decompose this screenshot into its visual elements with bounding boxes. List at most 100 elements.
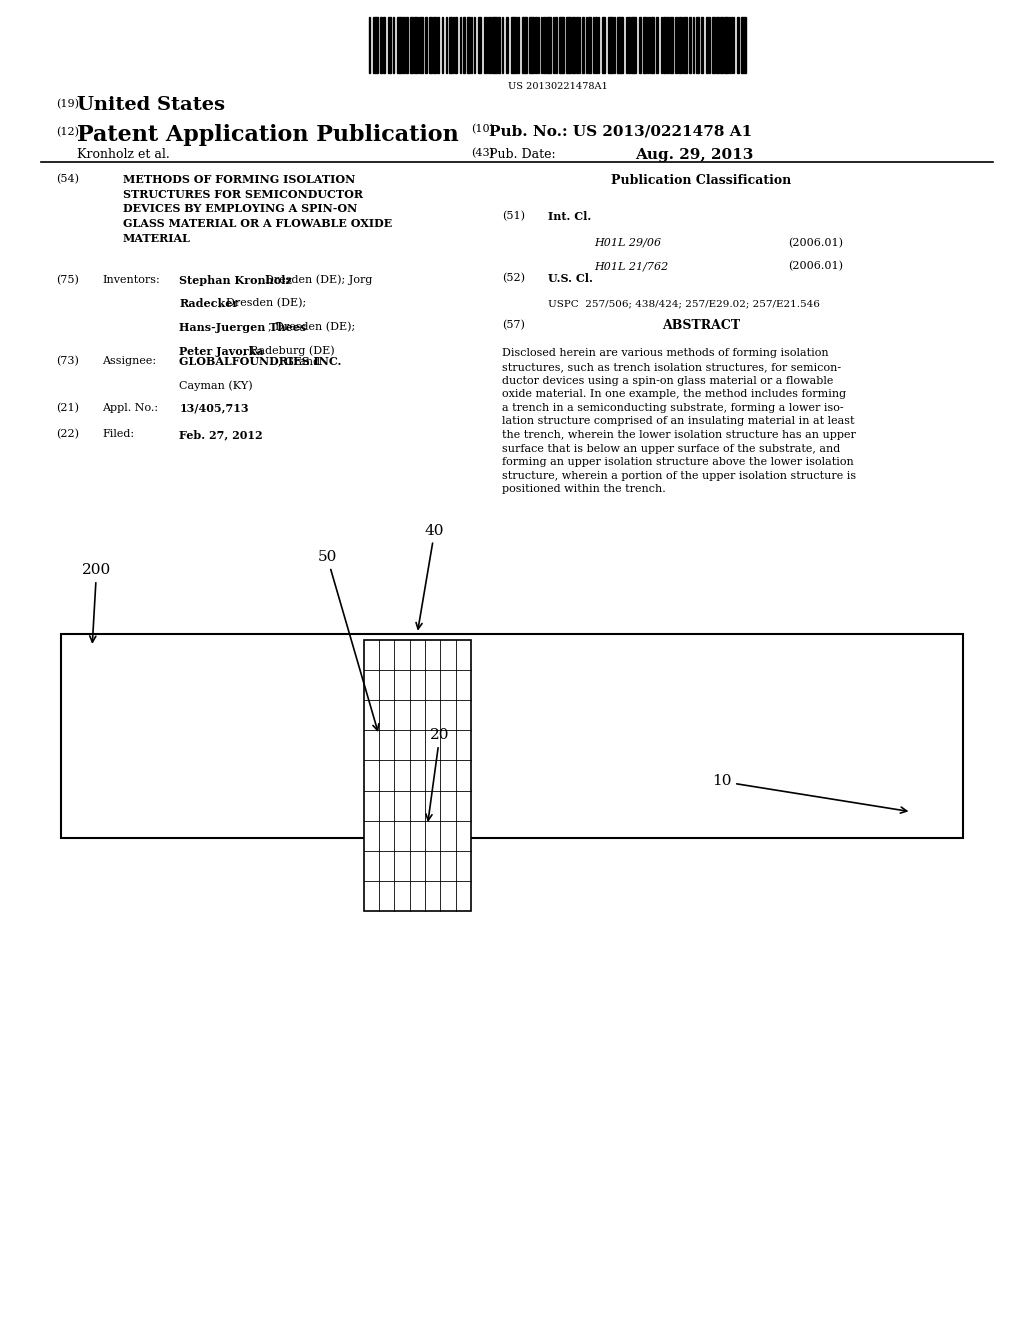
Bar bbox=[639, 17, 640, 73]
Bar bbox=[712, 17, 715, 73]
Bar bbox=[406, 17, 408, 73]
Text: (19): (19) bbox=[56, 99, 79, 110]
Bar bbox=[617, 17, 623, 73]
Bar bbox=[418, 17, 420, 73]
Bar bbox=[598, 17, 599, 73]
Bar bbox=[467, 17, 470, 73]
Bar bbox=[369, 17, 371, 73]
Bar bbox=[575, 17, 578, 73]
Bar bbox=[502, 17, 504, 73]
Bar bbox=[595, 17, 597, 73]
Bar bbox=[689, 17, 690, 73]
Text: U.S. Cl.: U.S. Cl. bbox=[548, 273, 593, 284]
Text: 50: 50 bbox=[317, 550, 379, 730]
Bar bbox=[364, 640, 471, 911]
Bar bbox=[471, 17, 472, 73]
Text: , Radeburg (DE): , Radeburg (DE) bbox=[243, 346, 335, 356]
Bar bbox=[558, 17, 563, 73]
Bar bbox=[626, 17, 627, 73]
Bar bbox=[679, 17, 681, 73]
Text: Inventors:: Inventors: bbox=[102, 275, 160, 285]
Bar bbox=[442, 17, 443, 73]
Text: (2006.01): (2006.01) bbox=[788, 238, 844, 248]
Bar bbox=[628, 17, 630, 73]
Bar bbox=[426, 17, 427, 73]
Bar bbox=[642, 17, 645, 73]
Text: 13/405,713: 13/405,713 bbox=[179, 403, 249, 413]
Bar bbox=[646, 17, 648, 73]
Bar bbox=[529, 17, 535, 73]
Bar bbox=[733, 17, 734, 73]
Bar bbox=[61, 634, 963, 838]
Bar bbox=[493, 17, 498, 73]
Text: Feb. 27, 2012: Feb. 27, 2012 bbox=[179, 429, 263, 440]
Bar bbox=[429, 17, 432, 73]
Text: Kronholz et al.: Kronholz et al. bbox=[77, 148, 170, 161]
Bar bbox=[728, 17, 729, 73]
Bar bbox=[553, 17, 554, 73]
Bar bbox=[660, 17, 662, 73]
Text: Int. Cl.: Int. Cl. bbox=[548, 211, 591, 222]
Bar bbox=[536, 17, 537, 73]
Bar bbox=[602, 17, 605, 73]
Text: (51): (51) bbox=[502, 211, 524, 222]
Bar bbox=[682, 17, 683, 73]
Bar bbox=[730, 17, 732, 73]
Bar bbox=[696, 17, 699, 73]
Bar bbox=[543, 17, 545, 73]
Text: Aug. 29, 2013: Aug. 29, 2013 bbox=[635, 148, 754, 162]
Bar bbox=[692, 17, 694, 73]
Bar bbox=[446, 17, 447, 73]
Bar bbox=[421, 17, 424, 73]
Text: Patent Application Publication: Patent Application Publication bbox=[77, 124, 459, 147]
Bar bbox=[387, 17, 391, 73]
Bar bbox=[706, 17, 708, 73]
Bar bbox=[720, 17, 723, 73]
Bar bbox=[651, 17, 654, 73]
Text: US 20130221478A1: US 20130221478A1 bbox=[508, 82, 608, 91]
Bar bbox=[565, 17, 570, 73]
Bar bbox=[487, 17, 488, 73]
Bar bbox=[489, 17, 492, 73]
Text: (75): (75) bbox=[56, 275, 79, 285]
Text: Radecker: Radecker bbox=[179, 298, 239, 309]
Bar bbox=[373, 17, 379, 73]
Text: Assignee:: Assignee: bbox=[102, 356, 157, 367]
Text: Stephan Kronholz: Stephan Kronholz bbox=[179, 275, 292, 285]
Bar bbox=[460, 17, 462, 73]
Bar bbox=[631, 17, 636, 73]
Bar bbox=[397, 17, 402, 73]
Text: H01L 29/06: H01L 29/06 bbox=[594, 238, 662, 248]
Text: (22): (22) bbox=[56, 429, 79, 440]
Bar bbox=[555, 17, 556, 73]
Bar bbox=[484, 17, 486, 73]
Bar bbox=[517, 17, 519, 73]
Bar bbox=[410, 17, 413, 73]
Bar bbox=[538, 17, 539, 73]
Bar bbox=[724, 17, 727, 73]
Text: (52): (52) bbox=[502, 273, 524, 284]
Text: Pub. Date:: Pub. Date: bbox=[489, 148, 556, 161]
Bar bbox=[586, 17, 587, 73]
Text: 10: 10 bbox=[712, 775, 907, 813]
Bar bbox=[740, 17, 745, 73]
Text: Cayman (KY): Cayman (KY) bbox=[179, 380, 253, 391]
Text: , Dresden (DE);: , Dresden (DE); bbox=[267, 322, 355, 333]
Bar bbox=[414, 17, 417, 73]
Bar bbox=[675, 17, 676, 73]
Bar bbox=[474, 17, 475, 73]
Bar bbox=[667, 17, 669, 73]
Bar bbox=[709, 17, 710, 73]
Text: Peter Javorka: Peter Javorka bbox=[179, 346, 264, 356]
Bar bbox=[737, 17, 738, 73]
Bar bbox=[582, 17, 584, 73]
Bar bbox=[701, 17, 702, 73]
Bar bbox=[579, 17, 580, 73]
Bar bbox=[716, 17, 719, 73]
Text: , Dresden (DE); Jorg: , Dresden (DE); Jorg bbox=[258, 275, 372, 285]
Text: ABSTRACT: ABSTRACT bbox=[663, 319, 740, 333]
Bar bbox=[614, 17, 615, 73]
Bar bbox=[403, 17, 406, 73]
Text: Filed:: Filed: bbox=[102, 429, 134, 440]
Bar bbox=[393, 17, 394, 73]
